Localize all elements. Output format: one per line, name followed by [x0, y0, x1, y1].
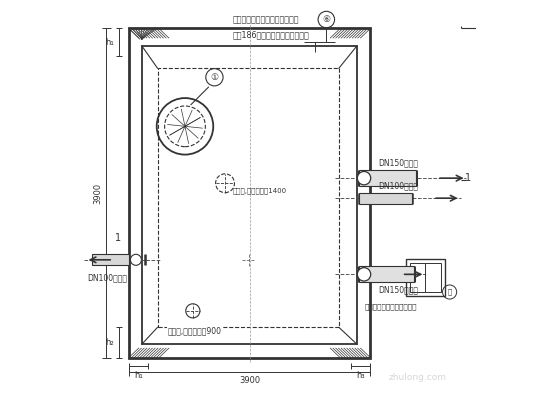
Text: 见第186页，安装要求详见总说明: 见第186页，安装要求详见总说明 [233, 31, 310, 40]
Bar [409, 262, 441, 292]
Text: DN100进水管: DN100进水管 [87, 273, 128, 282]
Text: ⑥: ⑥ [322, 15, 330, 24]
Bar [129, 28, 370, 358]
Circle shape [130, 254, 142, 265]
Text: h₃: h₃ [357, 371, 365, 380]
Text: 通风管,高出覆土面900: 通风管,高出覆土面900 [168, 327, 222, 336]
Text: ①: ① [211, 73, 218, 82]
Text: 3900: 3900 [94, 182, 102, 204]
Text: h₁: h₁ [105, 38, 114, 47]
Text: ⑮: ⑮ [447, 289, 452, 296]
Text: 通风管,高出覆土面1400: 通风管,高出覆土面1400 [233, 187, 287, 194]
Bar [142, 46, 357, 344]
Text: 尺寸根据工程具体情况决定: 尺寸根据工程具体情况决定 [365, 303, 417, 310]
Text: h₂: h₂ [105, 338, 114, 347]
Text: 顶板预留水位传示装置孔，做法: 顶板预留水位传示装置孔，做法 [233, 15, 300, 24]
Text: 3900: 3900 [239, 376, 260, 385]
Text: 1: 1 [115, 233, 122, 243]
Bar [359, 266, 414, 282]
Bar [405, 258, 445, 296]
Text: 1: 1 [465, 173, 472, 183]
Text: h₁: h₁ [134, 371, 143, 380]
Text: zhulong.com: zhulong.com [389, 373, 446, 382]
Circle shape [357, 171, 371, 185]
Bar [157, 68, 339, 327]
Bar [359, 170, 416, 186]
Circle shape [357, 268, 371, 281]
Text: DN100滤水管: DN100滤水管 [379, 181, 418, 190]
Text: DN150溢水管: DN150溢水管 [379, 285, 418, 294]
Text: DN150出水管: DN150出水管 [379, 158, 418, 167]
Bar [91, 254, 129, 265]
Bar [359, 193, 412, 204]
